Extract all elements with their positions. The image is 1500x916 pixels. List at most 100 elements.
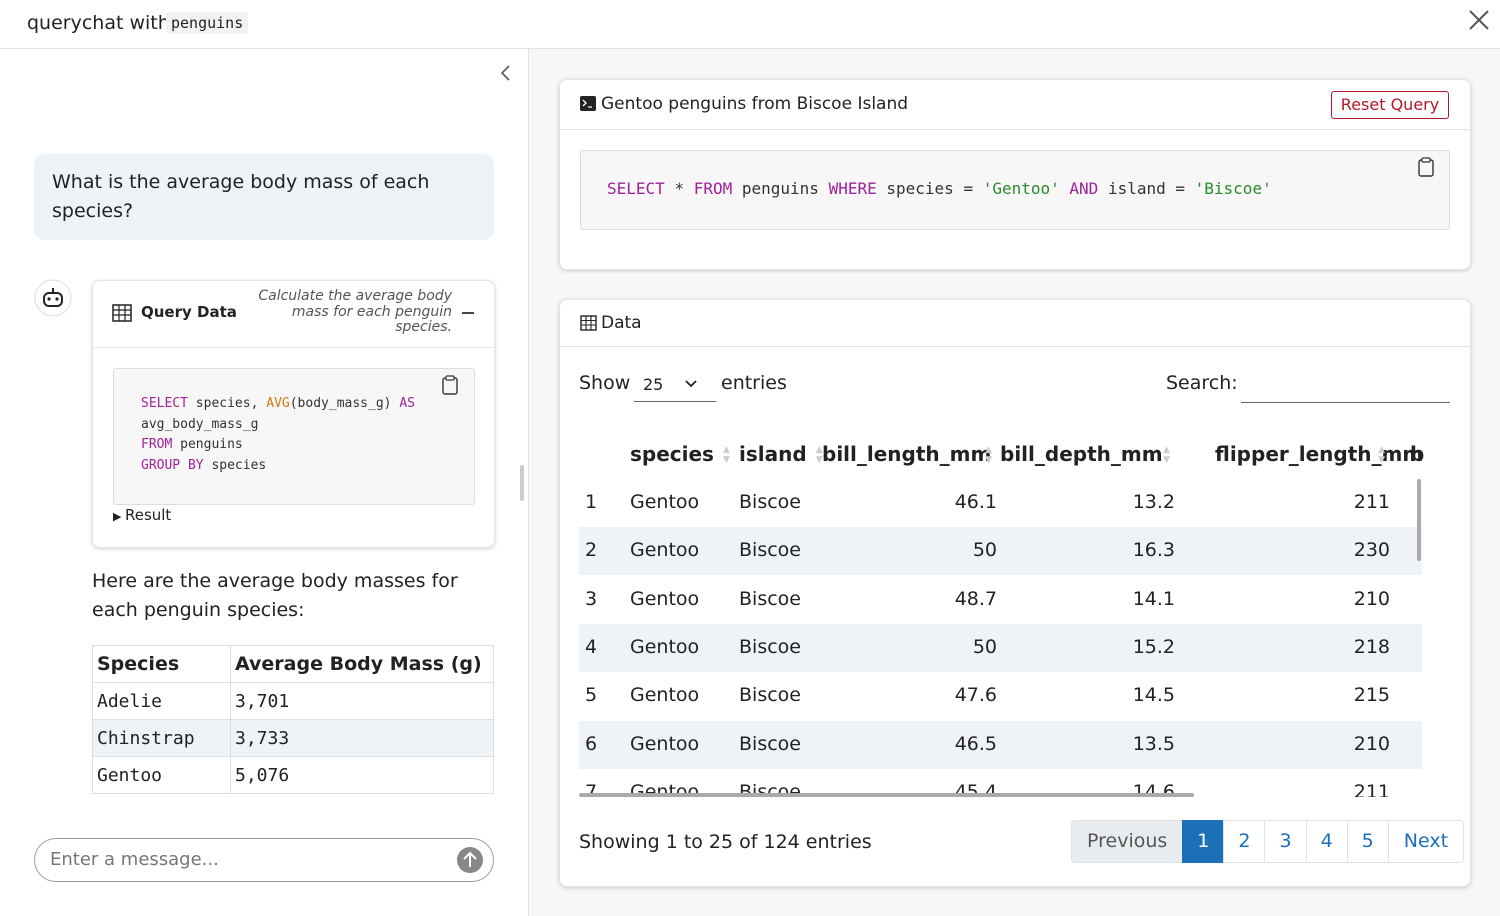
table-row: Chinstrap 3,733 — [92, 719, 494, 757]
table-info: Showing 1 to 25 of 124 entries — [579, 831, 872, 853]
sql-token: species = — [886, 179, 983, 198]
result-label: Result — [124, 506, 172, 524]
collapse-sidebar[interactable] — [498, 64, 512, 82]
message-input[interactable] — [34, 838, 494, 882]
table-cell: Adelie — [92, 682, 231, 720]
table-cell: Biscoe — [739, 491, 801, 513]
sort-icon: ▲ ▼ — [723, 445, 730, 465]
header-row: Species Average Body Mass (g) — [92, 645, 494, 683]
tool-code-box — [113, 368, 475, 505]
length-select[interactable] — [634, 373, 716, 402]
table-cell: 50 — [972, 539, 997, 562]
search-input[interactable] — [1241, 374, 1450, 403]
table-cell: Gentoo — [630, 587, 700, 610]
tool-sql: SELECT species, AVG(body_mass_g) AS avg_… — [141, 394, 441, 476]
table-cell: Gentoo — [630, 732, 700, 755]
column-header[interactable]: bill_length_mm ▲ ▼ — [822, 442, 992, 466]
input-placeholder: Enter a message... — [50, 849, 219, 870]
resize-handle[interactable] — [520, 465, 524, 501]
table-cell: 47.6 — [954, 684, 997, 707]
table-row: 3 Gentoo Biscoe 48.7 14.1 210 — [579, 576, 1422, 624]
table-cell: 45.4 — [954, 780, 997, 797]
divider — [528, 49, 529, 916]
sql-token: island = — [1107, 179, 1195, 198]
page-button[interactable]: 2 — [1223, 820, 1266, 863]
table-row: 5 Gentoo Biscoe 47.6 14.5 215 — [579, 672, 1422, 720]
table-cell: Chinstrap — [92, 719, 231, 757]
table-cell: 14.5 — [1132, 684, 1175, 707]
length-value: 25 — [643, 375, 664, 394]
column-header: Species — [92, 645, 231, 683]
close-button[interactable] — [1468, 9, 1490, 31]
vertical-scrollbar[interactable] — [1417, 479, 1421, 561]
column-header[interactable]: flipper_length_mm ▲ ▼ — [1215, 442, 1424, 466]
sql-token: penguins — [741, 179, 829, 198]
copy-button[interactable] — [1417, 157, 1435, 177]
table-cell: Gentoo — [630, 539, 700, 562]
page-button[interactable]: 5 — [1346, 820, 1389, 863]
sql-token: SELECT — [141, 396, 196, 411]
sort-icon: ▲ ▼ — [815, 445, 823, 465]
table-cell: 230 — [1353, 539, 1390, 562]
select-chevron — [685, 380, 697, 388]
table-cell: Biscoe — [739, 539, 801, 562]
column-header: Average Body Mass (g) — [230, 645, 494, 683]
horizontal-scrollbar[interactable] — [579, 793, 1194, 797]
table-icon — [112, 304, 132, 322]
page-button[interactable]: 1 — [1182, 820, 1225, 863]
tool-title: Query Data — [141, 303, 237, 321]
table-cell: 218 — [1353, 635, 1390, 658]
sql-line: FROM penguins — [141, 435, 441, 456]
data-table-body: 1 Gentoo Biscoe 46.1 13.2 211 2 Gentoo Biscoe 50 1… — [579, 479, 1422, 797]
copy-button[interactable] — [441, 375, 459, 395]
table-row: Gentoo 5,076 — [92, 756, 494, 794]
column-header[interactable]: species ▲ ▼ — [630, 442, 730, 466]
reset-query-button[interactable]: Reset Query — [1331, 91, 1449, 119]
result-toggle[interactable]: ▶ Result — [113, 506, 172, 524]
data-card-border — [559, 346, 1471, 347]
query-code-box — [580, 150, 1450, 230]
sql-token: SELECT — [607, 179, 675, 198]
table-row: 4 Gentoo Biscoe 50 15.2 218 — [579, 623, 1422, 672]
table-cell: 50 — [972, 635, 997, 658]
table-cell: Gentoo — [630, 780, 700, 797]
row-index: 7 — [585, 780, 598, 797]
sql-token: species — [211, 457, 267, 473]
column-header[interactable]: bill_depth_mm ▲ ▼ — [1000, 442, 1170, 466]
assistant-icon — [34, 279, 72, 317]
sort-icon: ▲ ▼ — [985, 445, 992, 465]
table-row: 6 Gentoo Biscoe 46.5 13.5 210 — [579, 720, 1422, 769]
dataset-name: penguins — [166, 12, 249, 34]
data-title: Data — [601, 313, 642, 333]
row-index: 1 — [585, 491, 598, 513]
sql-line: SELECT species, AVG(body_mass_g) AS avg_… — [141, 394, 441, 435]
search-label: Search: — [1166, 372, 1238, 394]
table-cell: 14.1 — [1132, 587, 1175, 610]
sql-token: * — [674, 179, 694, 198]
page-button[interactable]: 4 — [1305, 820, 1348, 863]
row-index: 3 — [585, 587, 598, 610]
table-cell: 13.5 — [1132, 732, 1175, 755]
show-label: Show — [579, 372, 631, 394]
page-button[interactable]: 3 — [1264, 820, 1307, 863]
sort-icon: ▲ ▼ — [1378, 445, 1385, 465]
sql-token: species, — [195, 396, 267, 411]
sql-token: AS — [399, 396, 423, 411]
table-cell: Gentoo — [630, 684, 700, 707]
collapse-tool[interactable] — [462, 312, 474, 314]
sql-line: GROUP BY species — [141, 456, 441, 477]
page-button[interactable]: Previous — [1071, 820, 1184, 863]
sql-token: avg_body_mass_g — [141, 416, 259, 432]
page-button[interactable]: Next — [1387, 820, 1465, 863]
query-sql: SELECT * FROM penguins WHERE species = '… — [607, 179, 1272, 198]
query-card-border — [559, 129, 1471, 130]
assistant-reply: Here are the average body masses for eac… — [92, 570, 458, 621]
table-row: 2 Gentoo Biscoe 50 16.3 230 — [579, 527, 1422, 576]
table-cell: 215 — [1353, 684, 1390, 707]
column-header[interactable]: island ▲ ▼ — [739, 442, 823, 466]
send-button[interactable] — [456, 846, 484, 874]
table-cell: Gentoo — [630, 635, 700, 658]
sql-token: 'Gentoo' — [982, 179, 1070, 198]
column-header[interactable]: b — [1410, 442, 1425, 466]
